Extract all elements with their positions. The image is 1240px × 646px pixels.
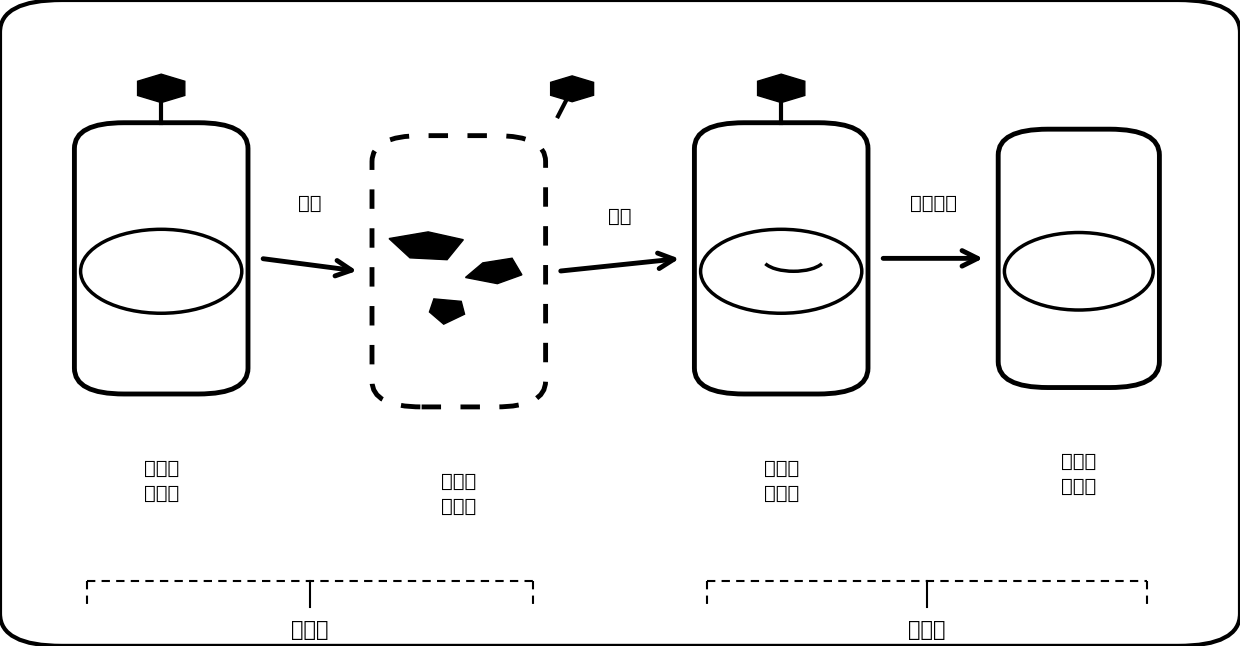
Text: 感染的
受体菌: 感染的 受体菌 [764, 459, 799, 503]
FancyBboxPatch shape [74, 123, 248, 394]
Text: 受体菌: 受体菌 [908, 620, 946, 640]
Text: 裂解的
供体菌: 裂解的 供体菌 [441, 472, 476, 516]
Polygon shape [465, 258, 522, 284]
FancyBboxPatch shape [372, 136, 546, 407]
Text: 重组的
受体菌: 重组的 受体菌 [1061, 452, 1096, 496]
Text: 转导: 转导 [609, 207, 631, 226]
Text: 感染的
供体菌: 感染的 供体菌 [144, 459, 179, 503]
Polygon shape [429, 299, 465, 324]
FancyBboxPatch shape [998, 129, 1159, 388]
Polygon shape [551, 76, 594, 101]
FancyBboxPatch shape [694, 123, 868, 394]
Text: 基因重组: 基因重组 [910, 194, 956, 213]
Polygon shape [758, 74, 805, 103]
Polygon shape [138, 74, 185, 103]
Text: 溶菌: 溶菌 [299, 194, 321, 213]
Polygon shape [389, 232, 464, 260]
Text: 供体菌: 供体菌 [291, 620, 329, 640]
